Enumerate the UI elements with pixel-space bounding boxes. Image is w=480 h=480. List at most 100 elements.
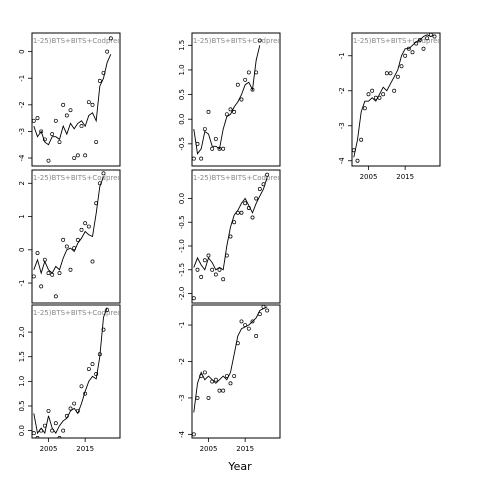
observed-point xyxy=(370,88,375,93)
observed-point xyxy=(42,423,47,428)
observed-point xyxy=(381,92,386,97)
observed-point xyxy=(352,148,356,153)
observed-point xyxy=(192,432,196,437)
x-tick-label: 2015 xyxy=(76,445,94,453)
observed-point xyxy=(388,71,393,76)
plot-frame xyxy=(191,169,281,304)
observed-point xyxy=(57,436,62,438)
observed-point xyxy=(250,319,255,324)
observed-point xyxy=(64,113,69,118)
observed-point xyxy=(53,118,58,123)
observed-point xyxy=(79,124,84,129)
observed-point xyxy=(257,312,262,317)
observed-point xyxy=(217,267,222,272)
fitted-series-line xyxy=(193,45,261,155)
observed-point xyxy=(35,436,40,438)
panel-plot-area: (1-25)BTS+BITS+Codpred xyxy=(190,172,282,301)
observed-point xyxy=(50,272,55,277)
observed-point xyxy=(210,146,215,151)
observed-point xyxy=(210,379,215,384)
y-tick-label: -3 xyxy=(338,122,346,129)
panel-title: (1-25)BTS+BITS+Codpred xyxy=(350,37,442,45)
observed-point xyxy=(239,210,244,215)
y-tick-label: -2 xyxy=(18,101,26,108)
observed-point xyxy=(217,146,222,151)
y-tick-label: -1 xyxy=(338,52,346,59)
observed-point xyxy=(90,259,95,264)
observed-point xyxy=(72,401,77,406)
observed-point xyxy=(61,102,66,107)
observed-point xyxy=(94,372,99,376)
observed-point xyxy=(46,408,51,413)
observed-point xyxy=(101,327,106,332)
panel-title: (1-25)BTS+BITS+Codpred xyxy=(30,309,122,317)
panel-plot-area: (1-25)BTS+BITS+Codpred xyxy=(192,37,280,161)
observed-point xyxy=(213,377,218,382)
observed-point xyxy=(97,78,102,83)
y-tick-label: -3 xyxy=(178,394,186,401)
observed-point xyxy=(83,153,88,158)
observed-point xyxy=(79,384,84,389)
fitted-series-line xyxy=(193,306,268,413)
observed-point xyxy=(61,428,66,433)
observed-point xyxy=(35,116,40,121)
y-tick-label: 0.0 xyxy=(178,193,186,204)
y-tick-label: -1 xyxy=(178,322,186,329)
observed-point xyxy=(428,33,433,37)
observed-point xyxy=(83,391,88,396)
observed-point xyxy=(68,267,73,272)
panel-plot-area: (1-25)BTS+BITS+Codpred xyxy=(350,33,442,163)
plot-frame xyxy=(31,169,121,304)
y-tick-label: -1 xyxy=(18,75,26,82)
plot-frame xyxy=(351,32,441,167)
observed-point xyxy=(257,38,262,43)
observed-point xyxy=(105,49,110,54)
observed-point xyxy=(221,277,226,282)
observed-point xyxy=(46,271,51,276)
observed-point xyxy=(61,237,66,242)
observed-point xyxy=(265,308,270,313)
plot-frame xyxy=(31,32,121,167)
observed-point xyxy=(105,307,110,312)
y-tick-label: 0 xyxy=(18,248,26,252)
observed-point xyxy=(42,257,47,262)
observed-point xyxy=(68,108,73,113)
y-tick-label: 1.5 xyxy=(18,351,26,362)
observed-point xyxy=(239,97,244,102)
observed-point xyxy=(53,421,58,426)
observed-point xyxy=(228,234,233,239)
observed-point xyxy=(232,109,237,114)
observed-point xyxy=(192,296,196,301)
observed-point xyxy=(362,106,367,111)
observed-point xyxy=(206,395,211,400)
fitted-series-line xyxy=(33,307,108,435)
y-tick-label: -0.5 xyxy=(178,215,186,229)
y-tick-label: 0.0 xyxy=(18,425,26,436)
y-tick-label: 0 xyxy=(18,49,26,53)
observed-point xyxy=(265,172,270,177)
observed-point xyxy=(64,244,69,249)
observed-point xyxy=(406,46,411,51)
observed-point xyxy=(101,70,106,75)
y-tick-label: 1.0 xyxy=(18,376,26,387)
observed-point xyxy=(421,46,426,51)
x-tick-label: 2015 xyxy=(396,173,414,181)
observed-point xyxy=(206,253,211,258)
x-tick-label: 2005 xyxy=(360,173,378,181)
observed-point xyxy=(392,88,397,93)
observed-point xyxy=(235,82,240,87)
observed-point xyxy=(83,221,88,226)
y-tick-label: -4 xyxy=(178,430,186,438)
y-tick-label: -1.0 xyxy=(178,239,186,253)
observed-point xyxy=(101,171,106,176)
panel-7: -1 -2 -3 -4 2005 2015 xyxy=(178,304,281,453)
observed-point xyxy=(195,267,200,272)
observed-point xyxy=(53,294,58,299)
observed-point xyxy=(224,112,229,117)
observed-point xyxy=(57,271,62,276)
panel-title: (1-25)BTS+BITS+Codpred xyxy=(190,174,282,182)
observed-point xyxy=(239,319,244,324)
observed-point xyxy=(257,187,262,191)
plot-frame xyxy=(191,304,281,439)
